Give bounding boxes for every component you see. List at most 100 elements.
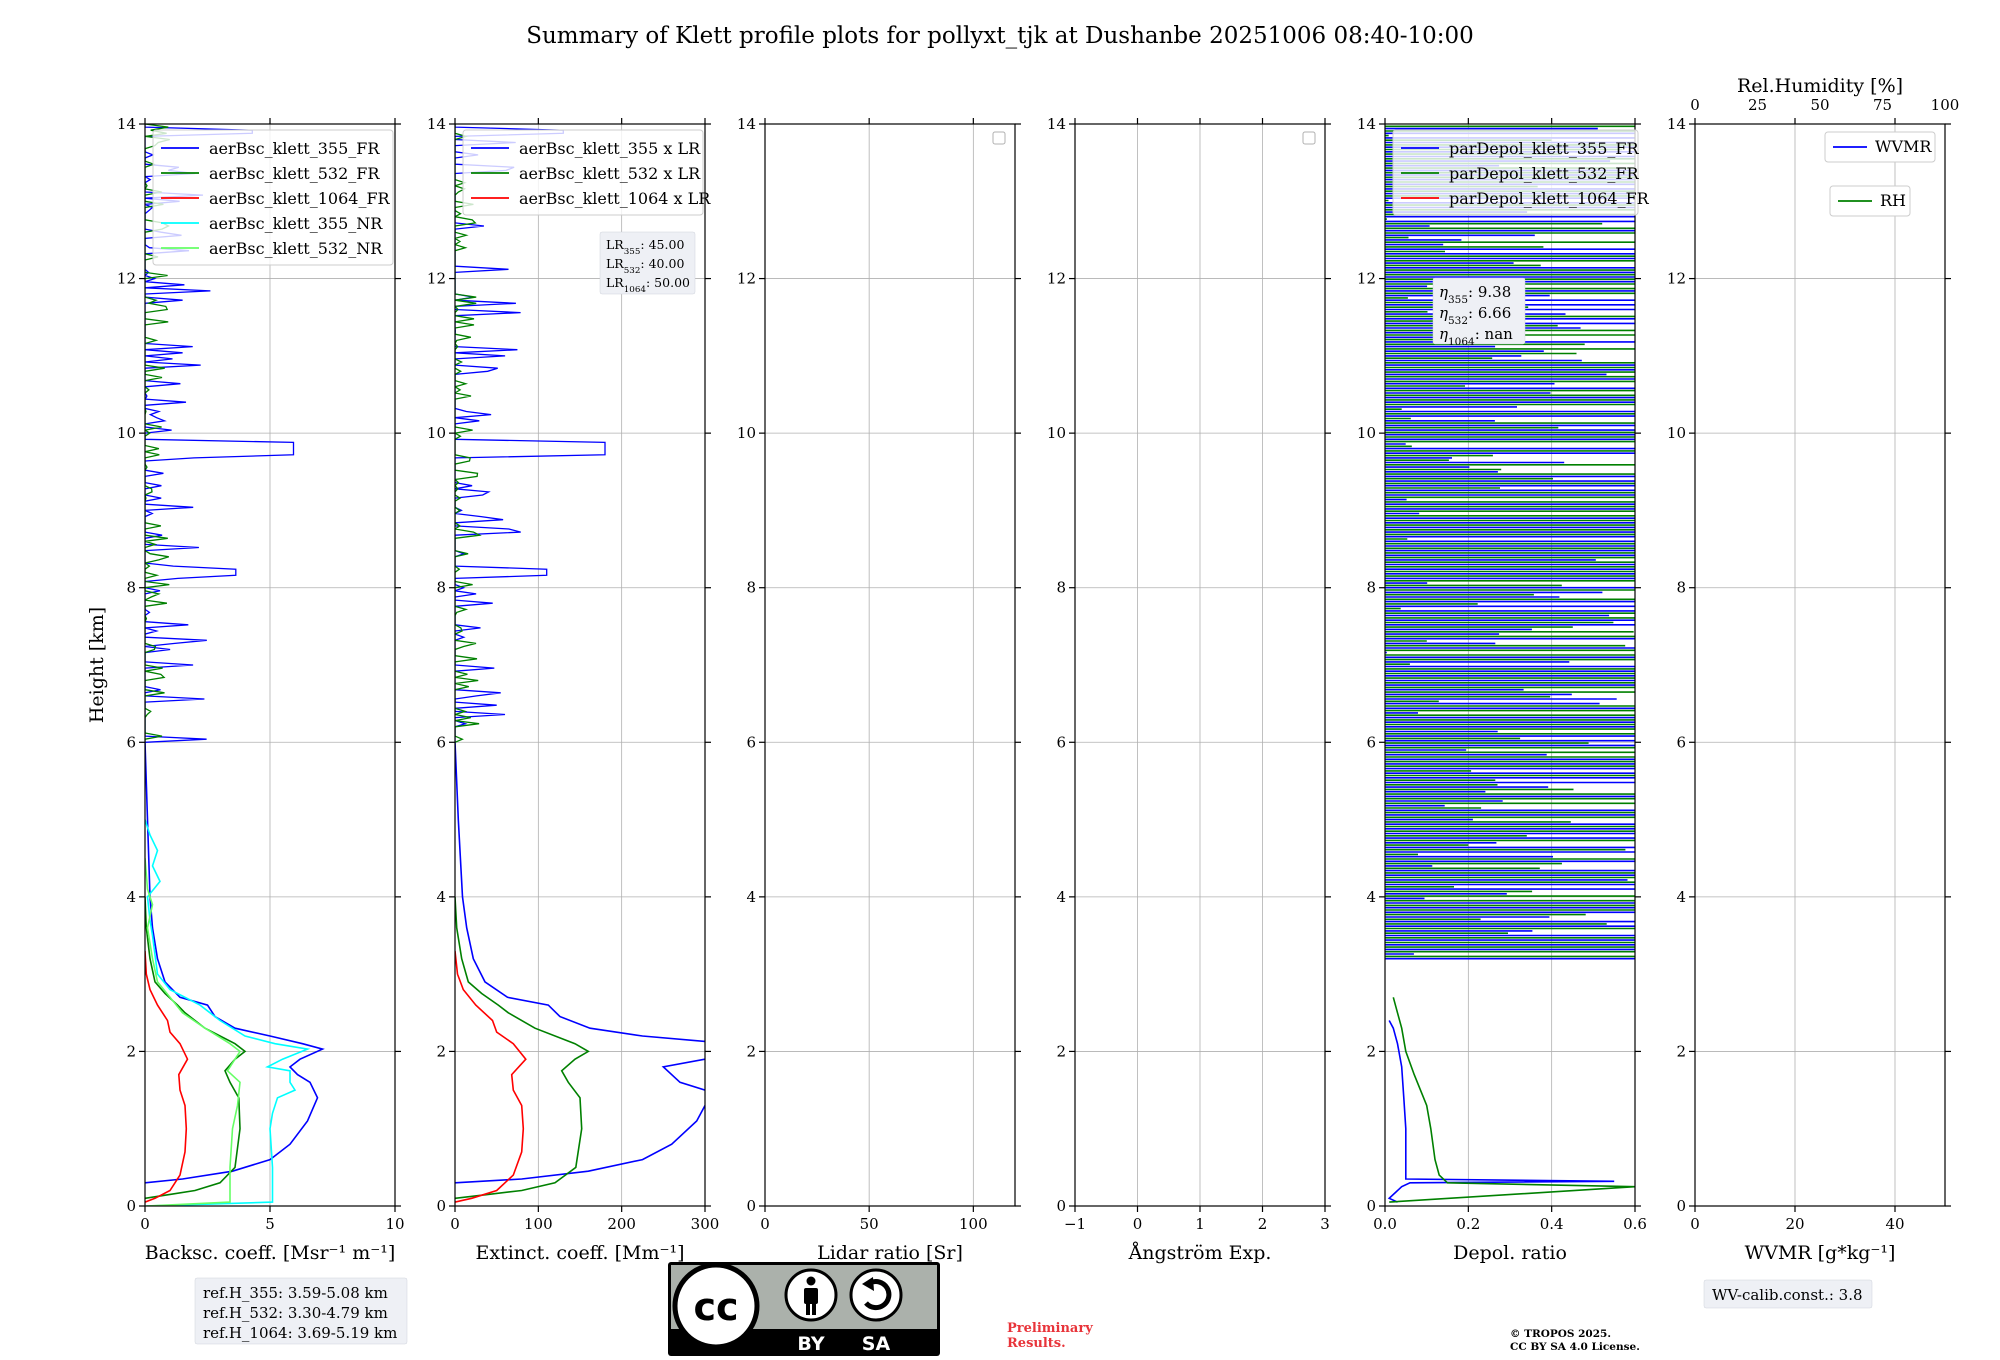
y-tick-label: 14 [117, 115, 136, 133]
y-tick-label: 8 [1676, 579, 1686, 597]
series-line-2 [145, 950, 189, 1203]
wv-calib-box: WV-calib.const.: 3.8 [1703, 1279, 1873, 1309]
x-tick-label: 200 [607, 1215, 636, 1233]
x-axis-label: Lidar ratio [Sr] [817, 1242, 963, 1264]
empty-legend-box [1302, 131, 1316, 145]
preliminary-label: Preliminary [1007, 1321, 1093, 1336]
x-axis-label: Depol. ratio [1453, 1242, 1567, 1264]
legend-box [152, 129, 394, 266]
x-tick-label: 0.2 [1456, 1215, 1480, 1233]
y-tick-label: 8 [1366, 579, 1376, 597]
y-tick-label: 4 [746, 888, 756, 906]
x-tick-label: 300 [691, 1215, 720, 1233]
legend-entry: aerBsc_klett_532_NR [209, 239, 383, 258]
x-tick-label: 100 [959, 1215, 988, 1233]
y-tick-label: 10 [1667, 424, 1686, 442]
reference-heights-box: ref.H_355: 3.59-5.08 km ref.H_532: 3.30-… [194, 1277, 408, 1345]
series-line-3 [145, 819, 311, 1206]
x-tick-label: 50 [860, 1215, 879, 1233]
chart-title: Summary of Klett profile plots for polly… [526, 23, 1474, 49]
x-tick-label: −1 [1064, 1215, 1086, 1233]
x-tick-label: 5 [265, 1215, 275, 1233]
y-tick-label: 14 [427, 115, 446, 133]
cc-sa-label: SA [862, 1333, 891, 1355]
y-tick-label: 2 [1056, 1042, 1066, 1060]
x-axis-label: WVMR [g*kg⁻¹] [1745, 1242, 1896, 1264]
cc-logo-icon [672, 1262, 760, 1350]
y-tick-label: 14 [1357, 115, 1376, 133]
y-tick-label: 4 [126, 888, 136, 906]
y-tick-label: 14 [737, 115, 756, 133]
legend-entry: aerBsc_klett_355 x LR [519, 139, 701, 158]
y-tick-label: 2 [1676, 1042, 1686, 1060]
y-tick-label: 10 [1047, 424, 1066, 442]
y-tick-label: 4 [436, 888, 446, 906]
upper-profile-0 [145, 124, 295, 743]
x-tick-label: 3 [1320, 1215, 1330, 1233]
x-tick-label: 2 [1258, 1215, 1268, 1233]
y-tick-label: 12 [117, 270, 136, 288]
ref-h-355: ref.H_355: 3.59-5.08 km [203, 1284, 388, 1302]
y-tick-label: 10 [117, 424, 136, 442]
license-label: CC BY SA 4.0 License. [1510, 1341, 1640, 1353]
y-tick-label: 0 [436, 1197, 446, 1215]
copyright-label: © TROPOS 2025. [1510, 1328, 1611, 1340]
x-tick-label: 0.0 [1373, 1215, 1397, 1233]
lidar-ratio-text: LR1064: 50.00 [606, 275, 690, 295]
legend-entry: aerBsc_klett_532 x LR [519, 164, 701, 183]
y-tick-label: 6 [1366, 733, 1376, 751]
legend-box [1824, 131, 1936, 163]
series-line-0 [145, 742, 325, 1184]
axes-frame [764, 123, 1016, 1207]
x-tick-label: 0 [140, 1215, 150, 1233]
legend-entry: aerBsc_klett_1064_FR [209, 189, 391, 208]
ref-h-1064: ref.H_1064: 3.69-5.19 km [203, 1324, 397, 1342]
legend: aerBsc_klett_355 x LR aerBsc_klett_532 x … [462, 129, 711, 216]
legend: WVMR RH [1824, 131, 1936, 217]
lidar-ratio-box [599, 231, 696, 295]
series-line-1 [1389, 997, 1635, 1203]
x-tick-label: 1 [1195, 1215, 1205, 1233]
cc-logo-text: cc [693, 1285, 738, 1329]
y-tick-label: 2 [1366, 1042, 1376, 1060]
wv-calib-const: WV-calib.const.: 3.8 [1712, 1286, 1863, 1304]
x-tick-label: 40 [1885, 1215, 1904, 1233]
axes-frame [1694, 123, 1946, 1207]
series-line-1 [145, 896, 247, 1200]
series-line-3 [661, 1058, 705, 1091]
series-line-0 [455, 1105, 705, 1184]
y-tick-label: 8 [126, 579, 136, 597]
ref-h-532: ref.H_532: 3.30-4.79 km [203, 1304, 388, 1322]
legend-entry: aerBsc_klett_355_FR [209, 139, 380, 158]
legend-entry: aerBsc_klett_1064 x LR [519, 189, 711, 208]
y-tick-label: 2 [436, 1042, 446, 1060]
series-line-0 [1387, 1020, 1615, 1203]
axes-frame [1384, 123, 1636, 1207]
legend: parDepol_klett_355_FR parDepol_klett_532_… [1392, 129, 1650, 216]
eta-text: η1064: nan [1439, 325, 1513, 348]
y-tick-label: 8 [1056, 579, 1066, 597]
y-tick-label: 2 [746, 1042, 756, 1060]
legend-entry: WVMR [1875, 137, 1932, 156]
series-line-2 [455, 950, 527, 1203]
y-tick-label: 0 [126, 1197, 136, 1215]
x-tick-label: 100 [524, 1215, 553, 1233]
panel-extinction: 0 100 200 300 0 2 4 6 8 10 12 14 Extinct. coeff. [Mm… [427, 115, 719, 1264]
empty-legend-box [992, 131, 1006, 145]
legend-entry: aerBsc_klett_355_NR [209, 214, 383, 233]
legend: aerBsc_klett_355_FR aerBsc_klett_532_FRae… [152, 129, 394, 266]
y-tick-label: 12 [1357, 270, 1376, 288]
y-tick-label: 6 [1056, 733, 1066, 751]
y-tick-label: 8 [436, 579, 446, 597]
cc-by-sa-badge: cc BY SA [668, 1262, 940, 1356]
x-tick-label: 0.4 [1540, 1215, 1564, 1233]
y-tick-label: 0 [1366, 1197, 1376, 1215]
x-tick-label: 0 [760, 1215, 770, 1233]
series-line-1 [455, 896, 590, 1200]
x-axis-label: Extinct. coeff. [Mm⁻¹] [475, 1242, 684, 1264]
legend-entry: RH [1880, 191, 1906, 210]
legend-box [1392, 129, 1639, 216]
top-x-tick-label: 75 [1873, 96, 1892, 114]
